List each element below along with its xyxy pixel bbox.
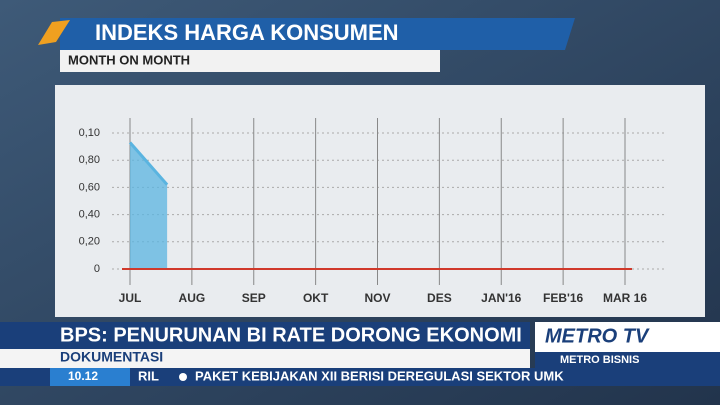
time: 10.12 [68, 369, 98, 383]
chart-subtitle: MONTH ON MONTH [68, 52, 190, 67]
ticker-bar [0, 368, 720, 386]
y-tick-label: 0,60 [79, 181, 100, 193]
channel: METRO TV [545, 325, 650, 347]
x-tick-label: FEB'16 [543, 291, 584, 305]
ticker-item: PAKET KEBIJAKAN XII BERISI DEREGULASI SE… [195, 368, 564, 383]
program: METRO BISNIS [560, 354, 639, 366]
x-tick-label: JUL [119, 291, 142, 305]
y-tick-label: 0,80 [79, 154, 100, 166]
headline: BPS: PENURUNAN BI RATE DORONG EKONOMI [60, 324, 522, 346]
line [128, 141, 169, 186]
ticker-item: RIL [138, 368, 159, 383]
x-tick-label: NOV [364, 291, 390, 305]
y-tick-label: 0,20 [79, 236, 100, 248]
headline-top [0, 322, 530, 349]
subtitle-bar [60, 50, 440, 72]
y-tick-label: 0,10 [79, 127, 100, 139]
y-tick-label: 0 [94, 263, 100, 275]
chart-title: INDEKS HARGA KONSUMEN [95, 20, 399, 45]
x-tick-label: MAR 16 [603, 291, 647, 305]
y-tick-label: 0,40 [79, 209, 100, 221]
title-bar [60, 18, 575, 50]
x-tick-label: JAN'16 [481, 291, 522, 305]
program-bar [535, 352, 720, 368]
x-tick-label: DES [427, 291, 452, 305]
subheadline: DOKUMENTASI [60, 349, 163, 365]
time-box [50, 368, 130, 386]
x-tick-label: AUG [179, 291, 206, 305]
ticker-dot [179, 373, 187, 381]
x-tick-label: OKT [303, 291, 329, 305]
logo [38, 20, 70, 45]
x-tick-label: SEP [242, 291, 266, 305]
